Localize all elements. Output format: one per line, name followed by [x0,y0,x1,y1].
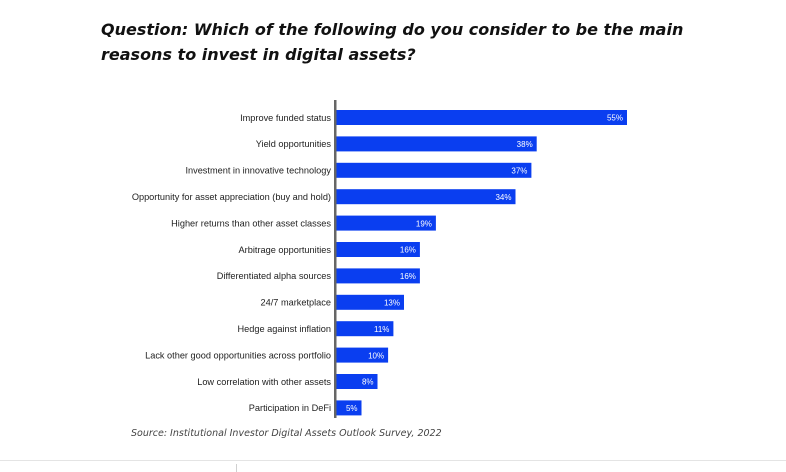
value-label: 37% [511,167,527,176]
category-label: Improve funded status [240,113,331,123]
bar [335,321,394,337]
divider [0,460,786,461]
category-label: Lack other good opportunities across por… [145,350,331,360]
value-label: 8% [362,378,374,387]
bar [335,374,378,389]
category-label: Investment in innovative technology [185,166,331,176]
value-label: 38% [517,140,533,149]
value-label: 13% [384,299,400,308]
y-axis-line [334,100,337,418]
bar [335,110,627,125]
category-label: Low correlation with other assets [197,377,331,387]
bar [335,242,420,257]
bar [335,347,389,363]
value-label: 16% [400,246,416,255]
bar [335,215,436,231]
category-label: Arbitrage opportunities [239,245,332,255]
value-label: 11% [374,325,389,334]
value-label: 10% [368,351,384,360]
source-note: Source: Institutional Investor Digital A… [131,428,442,439]
chart-title: Question: Which of the following do you … [101,20,684,64]
bar [335,400,362,416]
category-label: Yield opportunities [256,139,332,149]
value-label: 19% [416,219,432,228]
category-label: 24/7 marketplace [261,298,331,308]
category-label: Higher returns than other asset classes [171,218,331,228]
bar [335,189,516,205]
bar [335,268,420,284]
bar [335,294,404,310]
category-label: Differentiated alpha sources [217,271,332,281]
bar [335,162,532,178]
value-label: 16% [400,272,416,281]
scroll-marker [236,464,237,472]
category-label: Hedge against inflation [238,324,331,334]
value-label: 5% [346,404,358,413]
category-label: Opportunity for asset appreciation (buy … [132,192,331,202]
value-label: 34% [495,193,511,202]
category-label: Participation in DeFi [249,403,331,413]
value-label: 55% [607,114,623,123]
bar [335,136,537,152]
